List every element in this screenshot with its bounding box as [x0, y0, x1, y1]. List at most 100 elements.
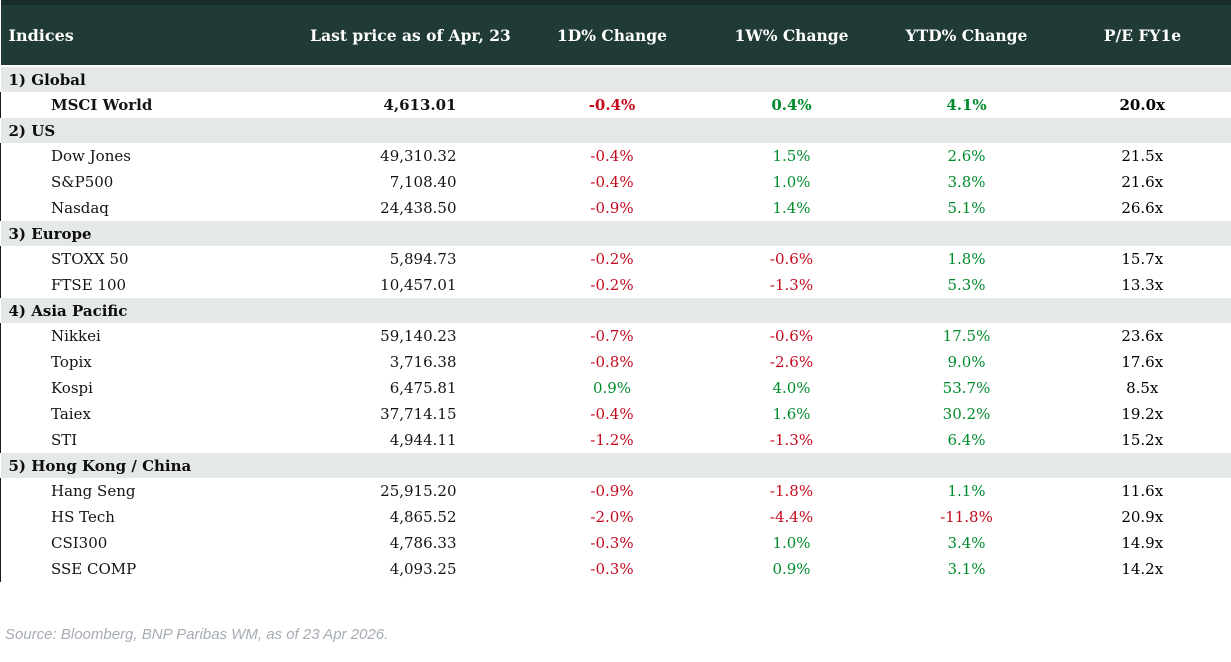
change-ytd-cell: 53.7% [879, 375, 1054, 401]
pe-cell: 14.9x [1053, 530, 1231, 556]
index-name-cell: MSCI World [0, 92, 301, 118]
index-name-cell: STI [0, 427, 301, 453]
change-ytd-cell: 3.8% [879, 169, 1054, 195]
change-ytd-cell: -11.8% [879, 504, 1054, 530]
last-price-cell: 6,475.81 [300, 375, 521, 401]
pe-cell: 11.6x [1053, 478, 1231, 504]
section-label: 5) Hong Kong / China [0, 453, 1231, 478]
index-name-cell: CSI300 [0, 530, 301, 556]
pe-cell: 15.2x [1053, 427, 1231, 453]
column-header-1d-change: 1D% Change [520, 0, 704, 67]
section-row: 1) Global [0, 66, 1231, 92]
change-1w-cell: -0.6% [703, 323, 880, 349]
index-name-cell: Nasdaq [0, 195, 301, 221]
change-1d-cell: -0.4% [520, 92, 704, 118]
change-1d-cell: -0.4% [520, 169, 704, 195]
index-name-cell: STOXX 50 [0, 246, 301, 272]
index-name-cell: S&P500 [0, 169, 301, 195]
index-name-cell: Taiex [0, 401, 301, 427]
change-ytd-cell: 30.2% [879, 401, 1054, 427]
change-ytd-cell: 5.1% [879, 195, 1054, 221]
change-1w-cell: 4.0% [703, 375, 880, 401]
index-name-cell: Kospi [0, 375, 301, 401]
section-label: 3) Europe [0, 221, 1231, 246]
column-header-1w-change: 1W% Change [703, 0, 880, 67]
change-1d-cell: -0.4% [520, 143, 704, 169]
index-name-cell: Dow Jones [0, 143, 301, 169]
index-row: Nasdaq 24,438.50 -0.9% 1.4% 5.1% 26.6x [0, 195, 1231, 221]
change-1d-cell: -2.0% [520, 504, 704, 530]
last-price-cell: 3,716.38 [300, 349, 521, 375]
column-header-last-price: Last price as of Apr, 23 [300, 0, 521, 67]
change-ytd-cell: 3.4% [879, 530, 1054, 556]
index-row: Nikkei 59,140.23 -0.7% -0.6% 17.5% 23.6x [0, 323, 1231, 349]
index-row: Dow Jones 49,310.32 -0.4% 1.5% 2.6% 21.5x [0, 143, 1231, 169]
last-price-cell: 59,140.23 [300, 323, 521, 349]
pe-cell: 17.6x [1053, 349, 1231, 375]
index-row: STOXX 50 5,894.73 -0.2% -0.6% 1.8% 15.7x [0, 246, 1231, 272]
indices-table: Indices Last price as of Apr, 23 1D% Cha… [0, 0, 1231, 582]
pe-cell: 15.7x [1053, 246, 1231, 272]
section-row: 4) Asia Pacific [0, 298, 1231, 323]
index-row: HS Tech 4,865.52 -2.0% -4.4% -11.8% 20.9x [0, 504, 1231, 530]
change-ytd-cell: 9.0% [879, 349, 1054, 375]
index-row: STI 4,944.11 -1.2% -1.3% 6.4% 15.2x [0, 427, 1231, 453]
index-row: CSI300 4,786.33 -0.3% 1.0% 3.4% 14.9x [0, 530, 1231, 556]
pe-cell: 19.2x [1053, 401, 1231, 427]
index-row: Taiex 37,714.15 -0.4% 1.6% 30.2% 19.2x [0, 401, 1231, 427]
change-ytd-cell: 2.6% [879, 143, 1054, 169]
table-header: Indices Last price as of Apr, 23 1D% Cha… [0, 0, 1231, 67]
change-1d-cell: -0.9% [520, 195, 704, 221]
index-name-cell: Topix [0, 349, 301, 375]
section-label: 2) US [0, 118, 1231, 143]
change-ytd-cell: 17.5% [879, 323, 1054, 349]
last-price-cell: 4,786.33 [300, 530, 521, 556]
source-note: Source: Bloomberg, BNP Paribas WM, as of… [5, 626, 389, 643]
index-row: Kospi 6,475.81 0.9% 4.0% 53.7% 8.5x [0, 375, 1231, 401]
last-price-cell: 4,613.01 [300, 92, 521, 118]
change-ytd-cell: 5.3% [879, 272, 1054, 298]
change-1d-cell: -0.3% [520, 530, 704, 556]
change-ytd-cell: 6.4% [879, 427, 1054, 453]
change-1d-cell: -1.2% [520, 427, 704, 453]
index-row: Topix 3,716.38 -0.8% -2.6% 9.0% 17.6x [0, 349, 1231, 375]
index-name-cell: Nikkei [0, 323, 301, 349]
index-name-cell: SSE COMP [0, 556, 301, 582]
change-1w-cell: -1.3% [703, 272, 880, 298]
change-1w-cell: 0.9% [703, 556, 880, 582]
index-row: SSE COMP 4,093.25 -0.3% 0.9% 3.1% 14.2x [0, 556, 1231, 582]
change-1d-cell: -0.8% [520, 349, 704, 375]
change-1d-cell: -0.9% [520, 478, 704, 504]
index-row: Hang Seng 25,915.20 -0.9% -1.8% 1.1% 11.6x [0, 478, 1231, 504]
index-name-cell: HS Tech [0, 504, 301, 530]
pe-cell: 21.6x [1053, 169, 1231, 195]
index-name-cell: FTSE 100 [0, 272, 301, 298]
column-header-indices: Indices [0, 0, 301, 67]
column-header-ytd-change: YTD% Change [879, 0, 1054, 67]
pe-cell: 23.6x [1053, 323, 1231, 349]
pe-cell: 26.6x [1053, 195, 1231, 221]
section-row: 3) Europe [0, 221, 1231, 246]
change-1w-cell: -1.8% [703, 478, 880, 504]
header-row: Indices Last price as of Apr, 23 1D% Cha… [0, 0, 1231, 67]
last-price-cell: 37,714.15 [300, 401, 521, 427]
change-1w-cell: 1.4% [703, 195, 880, 221]
pe-cell: 8.5x [1053, 375, 1231, 401]
change-1w-cell: 1.0% [703, 169, 880, 195]
change-1w-cell: 1.0% [703, 530, 880, 556]
change-1d-cell: -0.4% [520, 401, 704, 427]
change-1w-cell: 1.6% [703, 401, 880, 427]
section-row: 5) Hong Kong / China [0, 453, 1231, 478]
last-price-cell: 4,865.52 [300, 504, 521, 530]
change-1d-cell: -0.2% [520, 246, 704, 272]
change-ytd-cell: 1.1% [879, 478, 1054, 504]
last-price-cell: 49,310.32 [300, 143, 521, 169]
change-ytd-cell: 4.1% [879, 92, 1054, 118]
change-ytd-cell: 3.1% [879, 556, 1054, 582]
change-1w-cell: -0.6% [703, 246, 880, 272]
last-price-cell: 4,093.25 [300, 556, 521, 582]
change-1w-cell: -4.4% [703, 504, 880, 530]
pe-cell: 21.5x [1053, 143, 1231, 169]
pe-cell: 14.2x [1053, 556, 1231, 582]
change-1w-cell: -1.3% [703, 427, 880, 453]
